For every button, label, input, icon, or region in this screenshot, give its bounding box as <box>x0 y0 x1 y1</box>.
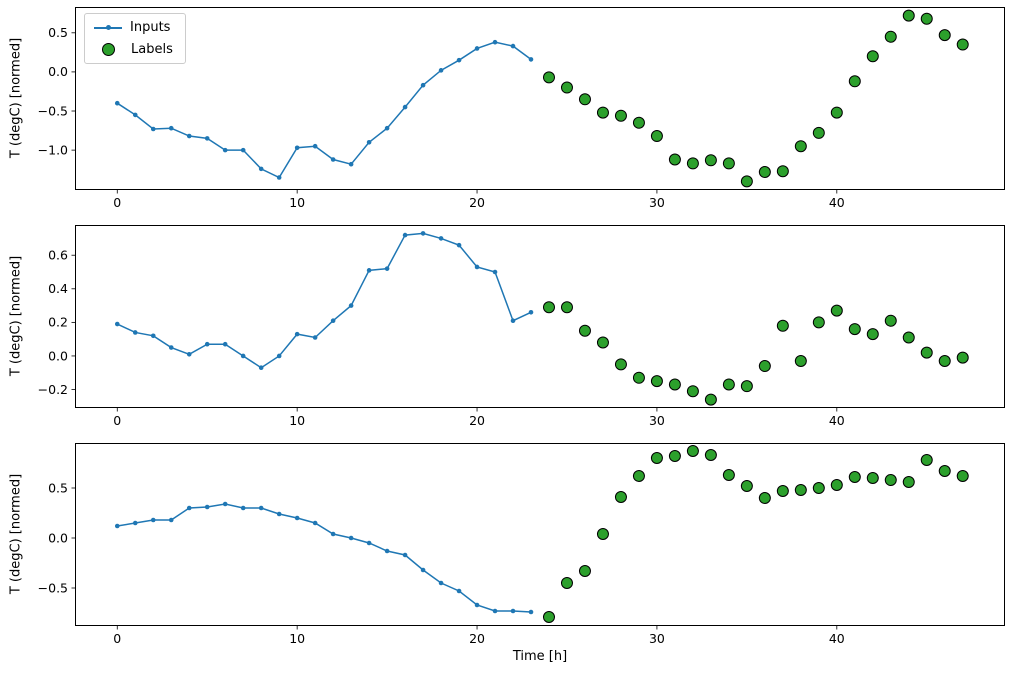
svg-text:0.0: 0.0 <box>48 348 68 363</box>
subplot-1-axes: 0 10 20 30 40 0.5 0.0 −0.5 −1.0 <box>38 7 1005 210</box>
svg-text:20: 20 <box>469 195 485 210</box>
svg-text:0.0: 0.0 <box>48 530 68 545</box>
svg-text:10: 10 <box>289 195 305 210</box>
svg-text:20: 20 <box>469 413 485 428</box>
svg-text:10: 10 <box>289 631 305 646</box>
legend-item-inputs: Inputs <box>94 20 173 35</box>
subplot-2-ylabel: T (degC) [normed] <box>8 255 24 377</box>
subplot-3-axes: 0 10 20 30 40 0.5 0.0 −0.5 <box>38 443 1005 646</box>
inputs-dot <box>105 25 111 30</box>
svg-text:−0.2: −0.2 <box>38 382 68 397</box>
svg-text:0.2: 0.2 <box>48 315 68 330</box>
svg-text:−0.5: −0.5 <box>38 580 68 595</box>
svg-text:30: 30 <box>649 195 665 210</box>
svg-text:−0.5: −0.5 <box>38 103 68 118</box>
svg-text:0.0: 0.0 <box>48 64 68 79</box>
svg-text:40: 40 <box>829 413 845 428</box>
svg-text:0: 0 <box>113 195 121 210</box>
svg-text:0: 0 <box>113 631 121 646</box>
labels-circle-marker-icon <box>102 43 115 56</box>
subplot-3-ylabel: T (degC) [normed] <box>8 473 24 595</box>
svg-text:0.5: 0.5 <box>48 25 68 40</box>
svg-text:0.6: 0.6 <box>48 248 68 263</box>
svg-text:−1.0: −1.0 <box>38 142 68 157</box>
subplot-2-axes: 0 10 20 30 40 0.6 0.4 0.2 0.0 −0.2 <box>38 225 1005 428</box>
svg-text:0.5: 0.5 <box>48 480 68 495</box>
subplot-1-ylabel: T (degC) [normed] <box>8 37 24 159</box>
svg-text:20: 20 <box>469 631 485 646</box>
svg-text:10: 10 <box>289 413 305 428</box>
svg-text:30: 30 <box>649 631 665 646</box>
svg-text:40: 40 <box>829 195 845 210</box>
svg-text:0.4: 0.4 <box>48 281 68 296</box>
legend: Inputs Labels <box>84 13 186 64</box>
svg-text:40: 40 <box>829 631 845 646</box>
inputs-line-marker-icon <box>94 22 122 33</box>
legend-item-labels: Labels <box>94 42 173 57</box>
x-axis-label: Time [h] <box>512 649 568 664</box>
svg-text:30: 30 <box>649 413 665 428</box>
svg-text:0: 0 <box>113 413 121 428</box>
legend-label-inputs: Inputs <box>130 20 171 35</box>
legend-label-labels: Labels <box>131 42 173 57</box>
